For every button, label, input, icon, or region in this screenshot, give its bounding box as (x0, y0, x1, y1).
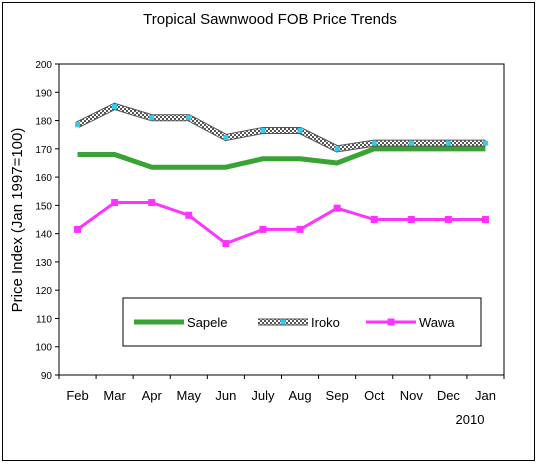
x-tick-label: Sep (326, 388, 349, 403)
data-point-wawa (111, 199, 119, 207)
y-axis-label: Price Index (Jan 1997=100) (9, 128, 26, 313)
data-point-wawa (444, 216, 452, 223)
x-tick-label: Aug (288, 388, 311, 403)
y-tick-label: 130 (35, 258, 52, 269)
x-tick-label: July (251, 388, 275, 403)
chart-title: Tropical Sawnwood FOB Price Trends (143, 11, 397, 28)
x-tick-label: Jan (475, 388, 496, 403)
series-lines (74, 102, 489, 248)
legend-label-iroko: Iroko (311, 315, 340, 330)
data-point-iroko (75, 122, 81, 128)
y-tick-label: 90 (41, 371, 53, 382)
data-point-iroko (297, 127, 303, 133)
data-point-iroko (482, 140, 488, 146)
data-point-iroko (149, 115, 155, 121)
data-point-iroko (186, 115, 192, 121)
y-tick-label: 170 (35, 145, 52, 156)
x-tick-label: Jun (215, 388, 236, 403)
x-tick-label: Dec (437, 388, 461, 403)
data-point-wawa (185, 211, 193, 219)
data-point-iroko (260, 127, 266, 133)
year-label: 2010 (456, 412, 485, 427)
data-point-iroko (408, 140, 414, 146)
data-point-wawa (222, 240, 230, 248)
data-point-wawa (74, 225, 82, 233)
data-point-wawa (407, 216, 415, 223)
data-point-iroko (223, 135, 229, 141)
data-point-wawa (370, 216, 378, 223)
y-tick-label: 190 (35, 88, 52, 99)
y-tick-label: 150 (35, 201, 52, 212)
series-line-wawa (76, 201, 486, 246)
x-tick-label: Oct (364, 388, 385, 403)
legend-label-sapele: Sapele (187, 315, 227, 330)
y-tick-label: 200 (35, 60, 52, 71)
x-tick-label: Mar (103, 388, 126, 403)
series-line-iroko (76, 103, 486, 152)
legend-label-wawa: Wawa (419, 315, 455, 330)
legend-marker-iroko (280, 319, 286, 325)
series-line-sapele (77, 146, 486, 170)
y-tick-label: 160 (35, 173, 52, 184)
x-tick-label: May (177, 388, 202, 403)
axes (55, 63, 505, 379)
data-point-wawa (148, 199, 156, 207)
data-point-iroko (445, 140, 451, 146)
y-tick-label: 100 (35, 343, 52, 354)
data-point-wawa (333, 204, 341, 212)
y-tick-label: 140 (35, 230, 52, 241)
data-point-wawa (481, 216, 489, 223)
y-tick-label: 180 (35, 117, 52, 128)
data-point-iroko (371, 140, 377, 146)
y-tick-labels: 90 100 110 120 130 140 150 160 170 180 190 200 (35, 60, 52, 382)
legend: Sapele Iroko Wawa (122, 297, 482, 347)
x-tick-labels: Feb Mar Apr May Jun July Aug Sep Oct Nov Dec Jan (66, 388, 496, 403)
chart-frame (2, 2, 535, 461)
legend-marker-wawa (387, 318, 395, 326)
x-tick-label: Feb (66, 388, 88, 403)
y-tick-label: 120 (35, 286, 52, 297)
x-tick-label: Apr (142, 388, 163, 403)
y-tick-label: 110 (36, 314, 52, 325)
data-point-iroko (112, 103, 118, 109)
data-point-iroko (334, 146, 340, 152)
x-tick-label: Nov (400, 388, 424, 403)
data-point-wawa (296, 225, 304, 233)
data-point-wawa (259, 225, 267, 233)
